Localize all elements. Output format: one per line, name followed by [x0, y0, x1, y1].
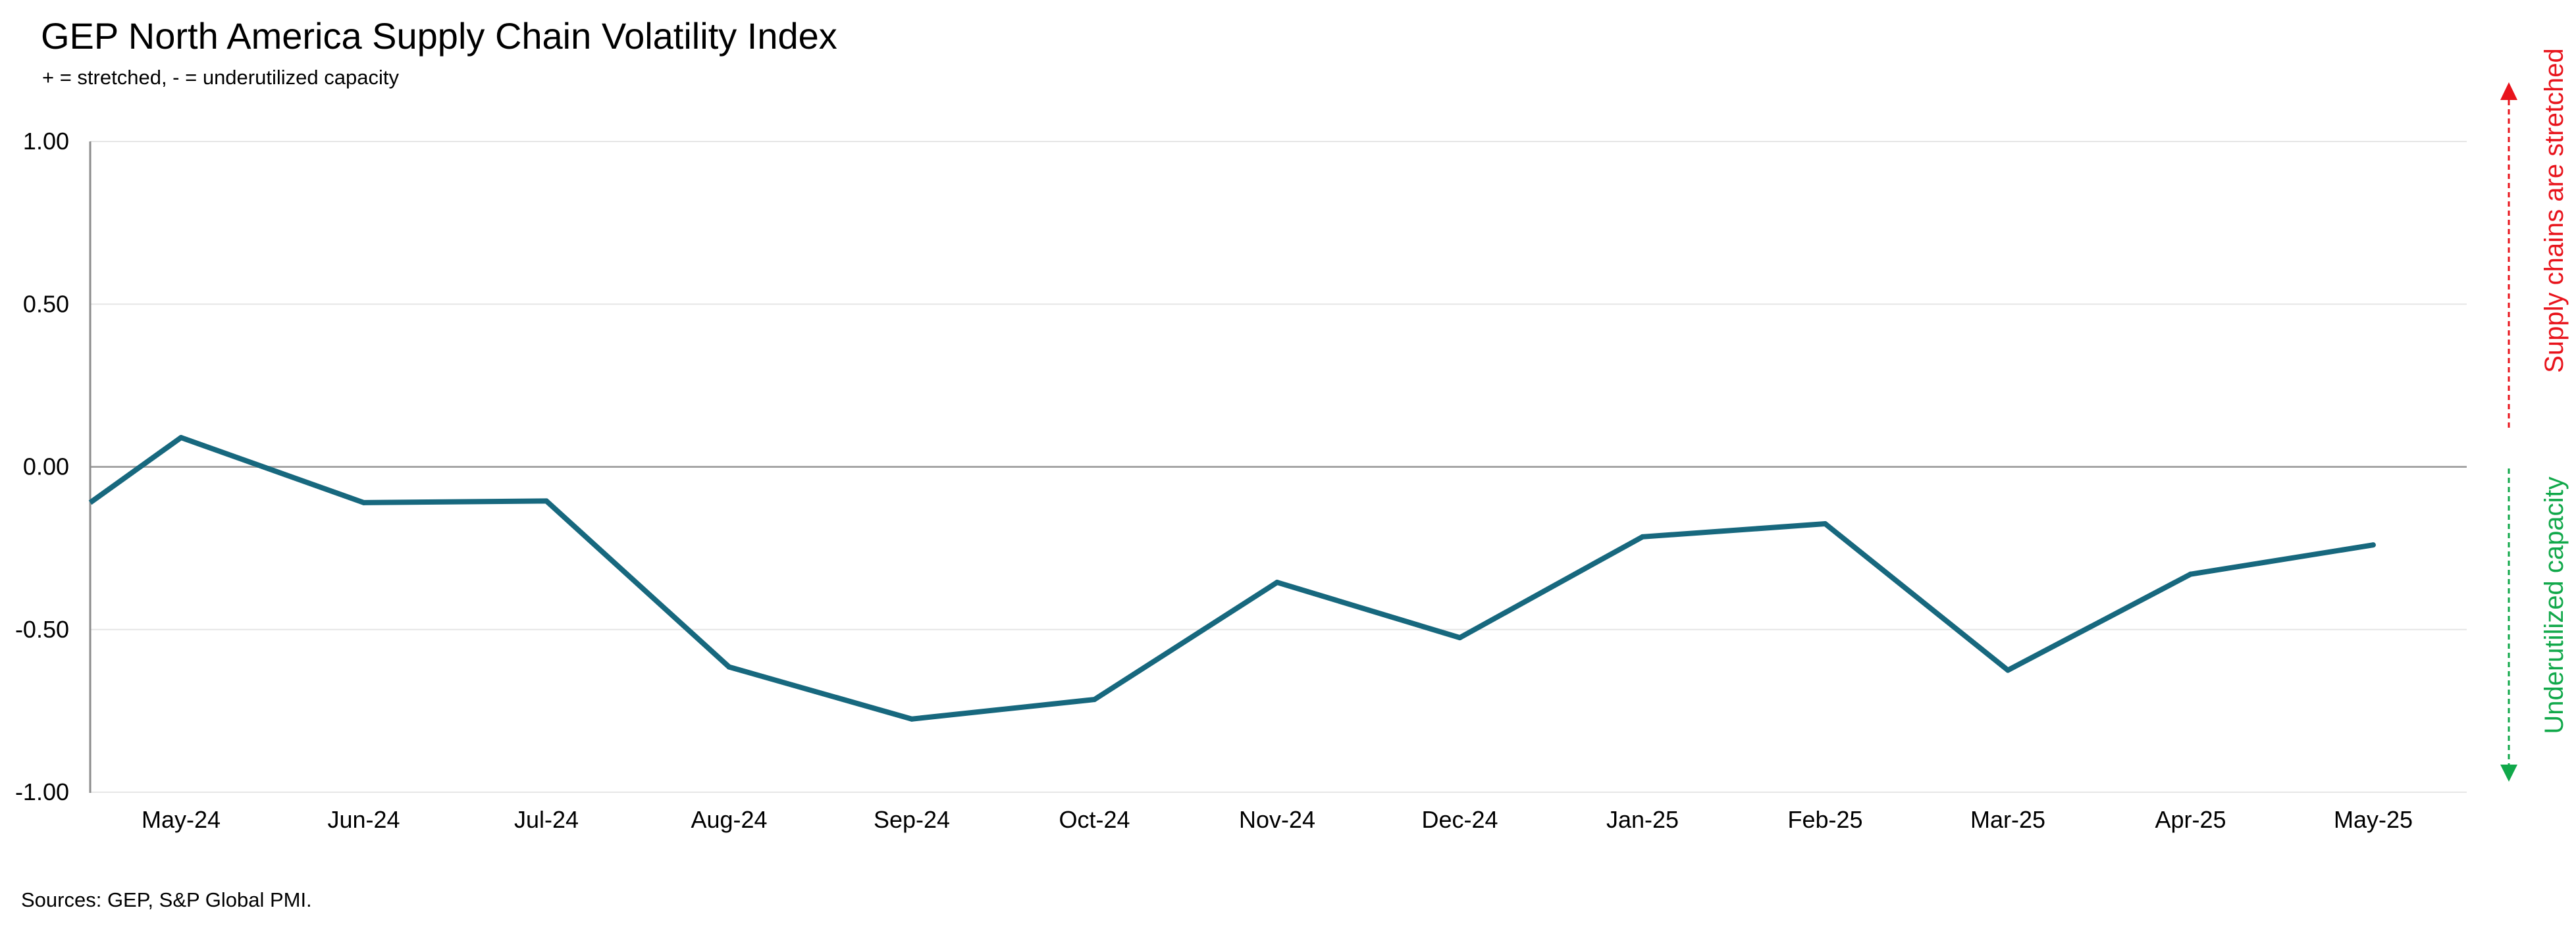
data-point: [2371, 542, 2376, 548]
x-tick-label: Sep-24: [874, 806, 950, 833]
x-tick-label: Apr-25: [2155, 806, 2226, 833]
x-tick-label: Jun-24: [327, 806, 400, 833]
x-tick-label: Aug-24: [691, 806, 767, 833]
data-point: [1822, 521, 1828, 527]
y-tick-label: 0.00: [23, 453, 69, 480]
x-tick-label: Oct-24: [1059, 806, 1130, 833]
data-point: [1640, 534, 1645, 540]
y-tick-label: 1.00: [23, 128, 69, 155]
x-tick-label: Feb-25: [1787, 806, 1862, 833]
y-tick-label: -0.50: [15, 616, 69, 643]
data-point: [544, 498, 549, 504]
x-tick-label: Mar-25: [1970, 806, 2045, 833]
x-tick-label: Jul-24: [514, 806, 579, 833]
x-tick-label: Dec-24: [1421, 806, 1498, 833]
data-point: [1275, 580, 1280, 586]
stretched-arrow-head: [2500, 82, 2517, 100]
x-tick-label: Jan-25: [1606, 806, 1679, 833]
y-tick-label: 0.50: [23, 290, 69, 317]
underutilized-label: Underutilized capacity: [2540, 476, 2569, 734]
x-tick-label: Nov-24: [1239, 806, 1315, 833]
y-tick-label: -1.00: [15, 778, 69, 805]
x-tick-label: May-24: [142, 806, 221, 833]
data-point: [2005, 667, 2011, 673]
data-point: [726, 664, 732, 670]
data-point: [361, 499, 367, 505]
chart-subtitle: + = stretched, - = underutilized capacit…: [42, 66, 399, 89]
data-point: [2188, 571, 2194, 577]
underutilized-arrow-head: [2500, 765, 2517, 782]
data-point: [1091, 697, 1097, 703]
data-point: [909, 716, 914, 722]
data-point: [178, 434, 184, 440]
stretched-label: Supply chains are stretched: [2540, 48, 2569, 373]
data-point: [1457, 635, 1463, 641]
x-tick-label: May-25: [2334, 806, 2413, 833]
series-line: [88, 434, 2374, 722]
chart-source: Sources: GEP, S&P Global PMI.: [21, 888, 312, 911]
chart-title: GEP North America Supply Chain Volatilit…: [41, 15, 837, 57]
